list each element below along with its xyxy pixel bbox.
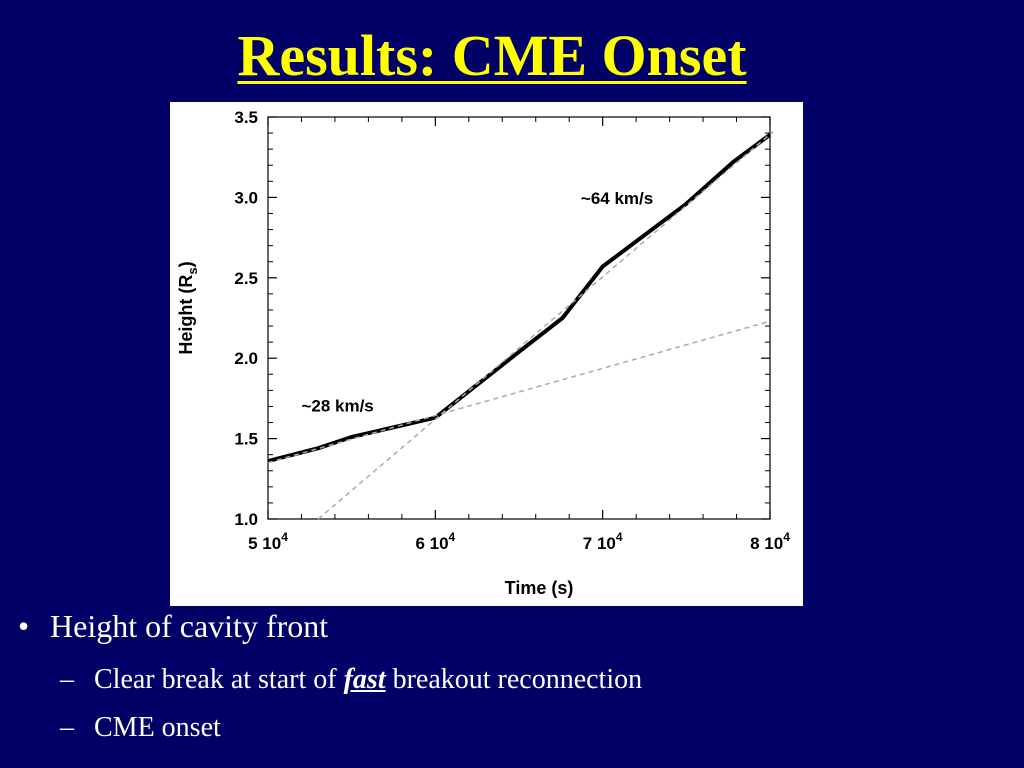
sub-bullet-text-start: Clear break at start of	[94, 664, 344, 695]
x-tick-label: 7 104	[583, 530, 623, 553]
sub-bullet-glyph: –	[60, 664, 74, 695]
plot-frame	[267, 116, 771, 520]
linear-fit-line	[267, 320, 771, 464]
sub-bullet-glyph: –	[60, 712, 74, 743]
y-tick-label: 1.5	[234, 430, 258, 449]
sub-bullet-item: – Clear break at start of fast breakout r…	[60, 664, 642, 696]
linear-fit-line	[317, 130, 774, 520]
sub-bullet-text: CME onset	[94, 712, 221, 743]
y-tick-label: 3.0	[234, 188, 258, 207]
emphasis-text: fast	[343, 664, 386, 695]
sub-bullet-item: – CME onset	[60, 712, 221, 744]
height-time-chart: 1.0 1.5 2.0 2.5 3.0 3.5 5 104 6 104 7 104 8 104 ~2…	[176, 108, 790, 598]
sub-bullet-text-end: breakout reconnection	[385, 664, 643, 695]
bullet-text: Height of cavity front	[50, 608, 329, 644]
speed-annotation: ~64 km/s	[581, 189, 653, 208]
y-tick-label: 3.5	[234, 108, 258, 127]
y-tick-label: 2.5	[234, 269, 258, 288]
y-tick-label: 1.0	[234, 510, 258, 529]
height-data-line	[267, 133, 772, 464]
y-axis-label: Height (Rs)	[176, 261, 200, 354]
x-tick-label: 5 104	[248, 530, 288, 553]
x-axis-label: Time (s)	[505, 578, 574, 598]
slide-title: Results: CME Onset	[237, 23, 747, 88]
bullet-item: • Height of cavity front	[18, 608, 328, 645]
x-tick-label: 6 104	[415, 530, 455, 553]
chart-panel: 1.0 1.5 2.0 2.5 3.0 3.5 5 104 6 104 7 104 8 104 ~2…	[170, 102, 803, 606]
x-tick-label: 8 104	[750, 530, 790, 553]
speed-annotation: ~28 km/s	[301, 396, 373, 415]
bullet-glyph: •	[18, 608, 30, 644]
y-tick-label: 2.0	[234, 349, 258, 368]
